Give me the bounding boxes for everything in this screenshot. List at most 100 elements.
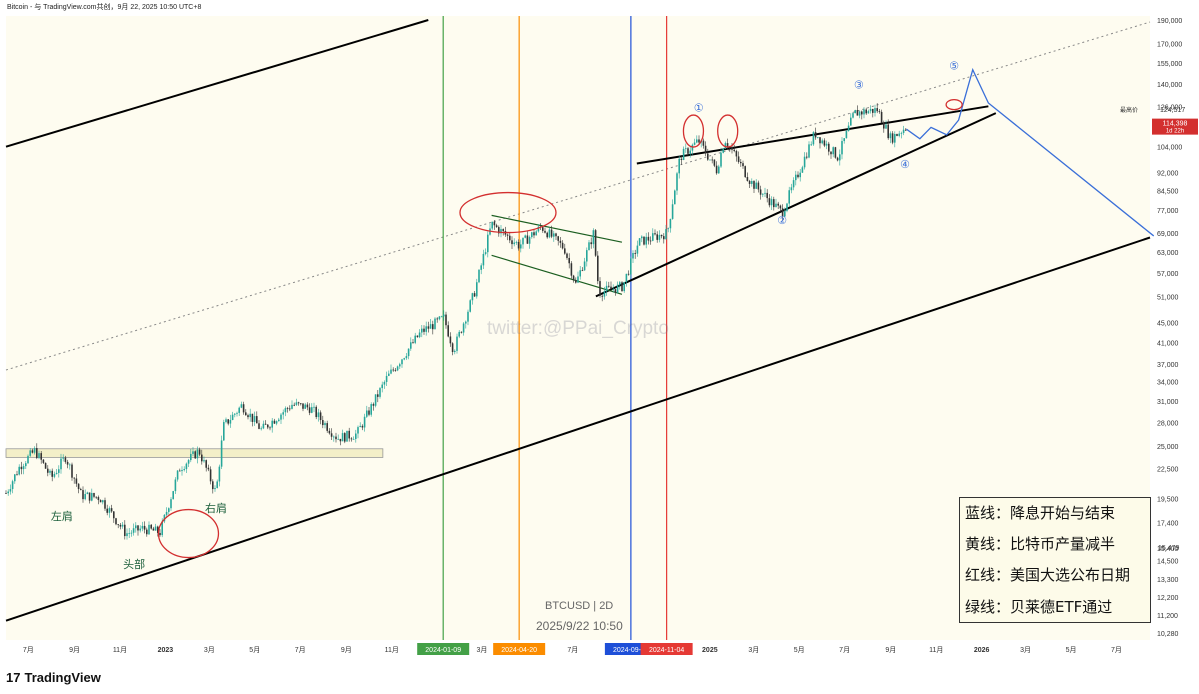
candle-body <box>339 438 342 442</box>
channel-upper-line <box>491 214 623 243</box>
candle-body <box>797 174 799 178</box>
candle-body <box>352 438 355 440</box>
y-tick-label: 140,000 <box>1157 82 1182 89</box>
y-tick-label: 104,000 <box>1157 145 1182 152</box>
candle-body <box>203 460 205 462</box>
x-tick-label: 9月 <box>69 646 80 654</box>
candle-body <box>588 242 590 251</box>
candle-body <box>454 350 456 353</box>
candle-body <box>509 235 511 241</box>
candle-body <box>73 477 75 479</box>
candle-body <box>660 234 663 237</box>
candle-body <box>14 474 16 482</box>
highlight-circle-0 <box>157 508 220 559</box>
candle-body <box>513 242 515 245</box>
tradingview-logo[interactable]: 17 TradingView <box>6 670 101 685</box>
candle-body <box>630 258 632 275</box>
candle-body <box>311 407 313 413</box>
candle-body <box>625 273 628 282</box>
highlight-circle-1 <box>459 191 557 234</box>
candle-body <box>460 331 463 333</box>
candle-body <box>689 150 691 154</box>
high-marker-value: 124,517 <box>1160 107 1185 114</box>
candle-body <box>42 459 45 463</box>
window-header: Bitcoin - 与 TradingView.com共创，9月 22, 202… <box>0 0 1199 16</box>
candle-body <box>522 237 524 245</box>
candle-body <box>665 229 667 240</box>
y-tick-label: 69,000 <box>1157 231 1179 238</box>
y-tick-label: 170,000 <box>1157 41 1182 48</box>
legend-item-red: 红线：美国大选公布日期 <box>965 566 1131 584</box>
candle-body <box>333 436 335 438</box>
candle-body <box>163 514 166 522</box>
candle-body <box>97 497 100 501</box>
candle-body <box>570 263 573 276</box>
x-tick-label: 3月 <box>1020 646 1031 654</box>
candle-body <box>753 181 755 189</box>
candle-body <box>577 276 579 283</box>
candle-body <box>110 508 113 512</box>
x-tick-label: 5月 <box>1066 646 1077 654</box>
candle-body <box>869 108 872 112</box>
candle-body <box>770 199 773 206</box>
candle-body <box>357 427 359 434</box>
candle-body <box>784 210 786 217</box>
candle-body <box>524 235 526 238</box>
candle-body <box>709 159 711 161</box>
candle-body <box>647 236 650 241</box>
candle-body <box>535 231 537 236</box>
candle-body <box>561 242 564 249</box>
candle-body <box>121 524 124 527</box>
candle-body <box>795 174 797 181</box>
candle-body <box>608 285 610 287</box>
legend-item-yellow: 黄线：比特币产量减半 <box>965 535 1116 553</box>
candle-body <box>429 324 432 329</box>
candle-body <box>82 490 84 500</box>
candle-body <box>128 532 130 534</box>
candle-body <box>141 525 144 529</box>
candle-body <box>132 528 135 533</box>
candle-body <box>443 314 445 317</box>
candle-body <box>293 404 295 406</box>
candle-body <box>256 416 258 424</box>
date-badge-0 <box>417 643 470 655</box>
candle-body <box>542 227 544 231</box>
candle-body <box>315 406 317 418</box>
y-tick-label: 126,000 <box>1157 104 1182 111</box>
candle-body <box>669 218 672 229</box>
candle-body <box>678 158 680 174</box>
candle-body <box>726 143 729 147</box>
date-badge-label-3: 2024-11-04 <box>649 647 684 654</box>
candle-body <box>183 469 185 471</box>
candle-body <box>861 111 863 115</box>
candle-body <box>671 204 674 219</box>
candle-body <box>702 140 705 146</box>
y-tick-label: 25,000 <box>1157 444 1179 451</box>
low-marker-value: 15,479 <box>1158 545 1180 552</box>
x-tick-label: 7月 <box>295 646 306 654</box>
candle-body <box>126 533 128 537</box>
candle-body <box>436 318 438 320</box>
candle-body <box>273 420 276 424</box>
annotation-0: 左肩 <box>51 509 73 523</box>
candle-body <box>817 137 819 139</box>
y-tick-label: 45,000 <box>1157 321 1179 328</box>
candle-body <box>69 464 71 466</box>
candle-body <box>883 122 885 129</box>
candle-body <box>346 430 348 442</box>
candles-group <box>5 103 907 540</box>
candle-body <box>616 284 619 293</box>
candle-body <box>843 138 845 142</box>
candle-body <box>645 236 647 245</box>
candle-body <box>854 110 856 114</box>
candle-body <box>399 364 401 367</box>
candle-body <box>410 342 412 349</box>
candle-body <box>858 111 861 116</box>
candle-body <box>693 142 696 145</box>
candle-body <box>31 450 34 453</box>
annotation-3: ① <box>694 101 704 114</box>
candle-body <box>330 433 333 437</box>
candle-body <box>905 129 907 131</box>
x-tick-label: 2025 <box>702 647 718 654</box>
candle-body <box>654 233 656 235</box>
